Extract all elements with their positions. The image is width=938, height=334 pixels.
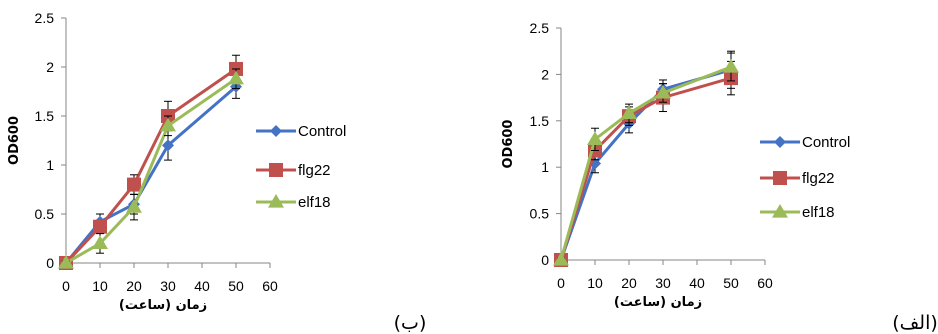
x-tick-label: 0 [62, 278, 70, 294]
legend-marker [268, 194, 284, 208]
legend-label: flg22 [298, 162, 331, 179]
series-flg22 [554, 60, 738, 267]
x-tick-label: 50 [228, 278, 244, 294]
series-flg22 [59, 54, 243, 270]
data-point-elf18 [160, 117, 176, 132]
y-tick-label: 0.5 [530, 206, 550, 222]
data-point-elf18 [553, 252, 569, 266]
legend-entry-flg22: flg22 [256, 162, 331, 179]
legend-label: Control [802, 134, 850, 151]
y-tick-label: 0 [541, 252, 549, 268]
x-tick-label: 60 [757, 275, 773, 291]
y-tick-label: 1 [46, 157, 54, 173]
legend-marker [270, 125, 282, 137]
x-tick-label: 40 [689, 275, 705, 291]
y-axis-title: OD600 [501, 120, 516, 169]
data-point-elf18 [655, 84, 671, 99]
y-tick-label: 2 [541, 66, 549, 82]
series-elf18 [58, 68, 244, 269]
legend-label: flg22 [802, 170, 835, 187]
panel-label: (الف) [892, 312, 938, 334]
series-elf18 [553, 52, 739, 266]
data-point-flg22 [127, 177, 141, 192]
x-tick-label: 60 [262, 278, 278, 294]
legend-entry-flg22: flg22 [760, 170, 835, 187]
x-tick-label: 0 [557, 275, 565, 291]
x-tick-label: 10 [92, 278, 108, 294]
x-tick-label: 20 [621, 275, 637, 291]
chart-panel-2: 0 0.5 1 1.5 2 2.5 0 10 20 30 40 50 60 OD600 زمان (ساعت… [501, 20, 938, 334]
data-point-flg22 [93, 219, 107, 234]
legend-label: elf18 [298, 194, 331, 211]
x-tick-label: 10 [587, 275, 603, 291]
y-axis-title: OD600 [7, 116, 22, 165]
legend-marker [772, 204, 788, 218]
y-tick-label: 1.5 [530, 113, 550, 129]
panel-label: (ب) [394, 312, 427, 334]
y-tick-label: 0 [46, 255, 54, 271]
y-tick-label: 2.5 [530, 20, 550, 36]
chart-panel-1: 0 0.5 1 1.5 2 2.5 0 10 20 30 40 50 60 OD600 زمان (ساعت… [7, 10, 426, 334]
legend-marker [773, 171, 787, 185]
data-point-elf18 [58, 255, 74, 269]
x-axis-title: زمان (ساعت) [119, 298, 207, 313]
legend-label: elf18 [802, 204, 835, 221]
y-tick-label: 2.5 [35, 10, 55, 26]
legend-entry-elf18: elf18 [760, 204, 835, 221]
y-tick-label: 1.5 [35, 108, 55, 124]
y-tick-label: 1 [541, 159, 549, 175]
legend-marker [269, 163, 283, 177]
legend-entry-Control: Control [760, 134, 850, 151]
data-point-elf18 [621, 105, 637, 119]
series-line-elf18 [559, 65, 732, 261]
data-point-elf18 [228, 70, 244, 85]
data-point-elf18 [126, 199, 142, 213]
x-tick-label: 30 [160, 278, 176, 294]
data-point-elf18 [587, 131, 603, 145]
legend-label: Control [298, 123, 346, 140]
y-tick-label: 0.5 [35, 206, 55, 222]
x-tick-label: 30 [655, 275, 671, 291]
data-point-elf18 [92, 235, 108, 249]
data-point-elf18 [723, 58, 739, 73]
legend-marker [774, 136, 786, 148]
y-tick-label: 2 [46, 59, 54, 75]
legend-entry-elf18: elf18 [256, 194, 331, 211]
x-tick-label: 40 [194, 278, 210, 294]
data-point-Control [162, 139, 174, 152]
x-tick-label: 20 [126, 278, 142, 294]
x-axis-title: زمان (ساعت) [614, 295, 702, 310]
legend-entry-Control: Control [256, 123, 346, 140]
x-tick-label: 50 [723, 275, 739, 291]
